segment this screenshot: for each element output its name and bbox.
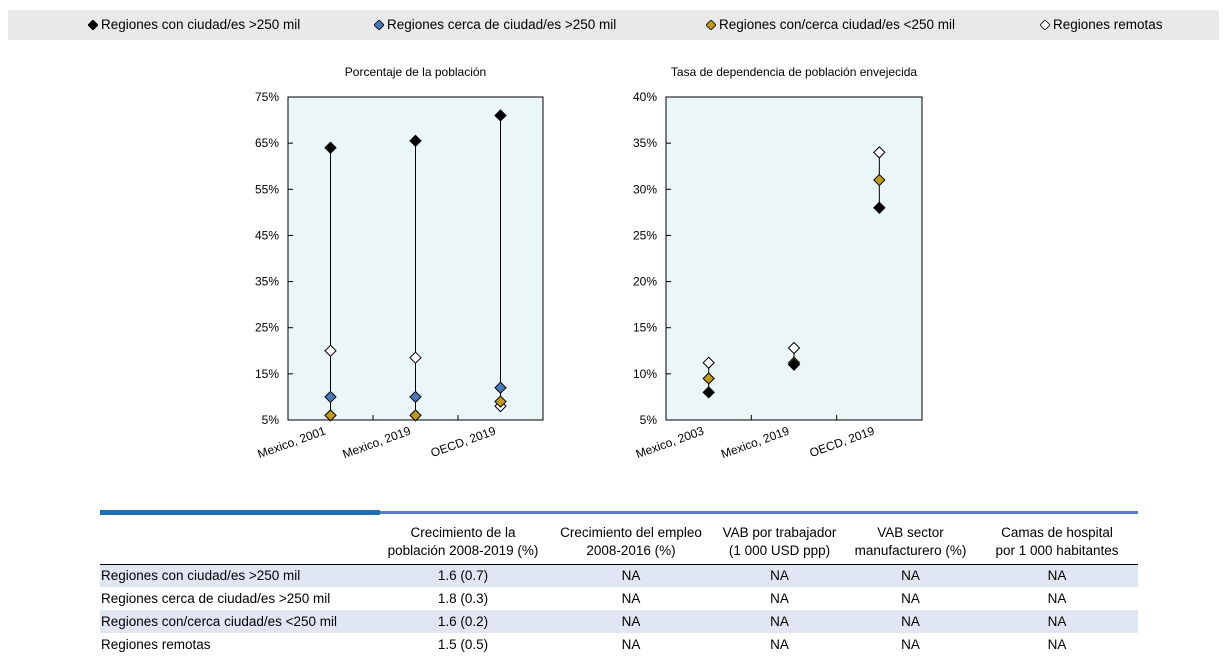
- y-tick-label: 20%: [633, 275, 657, 289]
- y-tick-label: 30%: [633, 182, 657, 196]
- y-tick-label: 35%: [633, 136, 657, 150]
- x-tick-label: OECD, 2019: [808, 424, 877, 461]
- legend-label: Regiones remotas: [1053, 17, 1163, 32]
- legend-item-small-city: Regiones con/cerca ciudad/es <250 mil: [706, 17, 955, 32]
- point-small-city: [702, 372, 715, 385]
- table-header-row: Crecimiento de la población 2008-2019 (%)…: [100, 510, 1138, 564]
- point-remote: [873, 146, 886, 159]
- y-tick-label: 15%: [255, 367, 279, 381]
- y-tick-label: 25%: [633, 228, 657, 242]
- legend-item-remote: Regiones remotas: [1040, 17, 1163, 32]
- y-tick-label: 10%: [633, 367, 657, 381]
- table-header: VAB sector manufacturero (%): [854, 525, 967, 558]
- population-share-chart: Porcentaje de la población 5% 15% 25% 35% 45%…: [255, 65, 544, 461]
- diamond-icon: [1040, 20, 1050, 30]
- legend: Regiones con ciudad/es >250 mil Regiones…: [8, 10, 1219, 40]
- point-small-city: [409, 409, 422, 422]
- y-tick-label: 45%: [255, 228, 279, 242]
- diamond-icon: [706, 20, 716, 30]
- point-large-city: [494, 109, 507, 122]
- y-tick-label: 35%: [255, 275, 279, 289]
- point-large-city: [409, 134, 422, 148]
- legend-label: Regiones con ciudad/es >250 mil: [101, 17, 301, 32]
- chart-title: Tasa de dependencia de población envejec…: [671, 65, 918, 79]
- point-large-city: [702, 386, 715, 399]
- point-remote: [324, 344, 337, 357]
- table-row: Regiones con ciudad/es >250 mil 1.6 (0.7)…: [100, 564, 1138, 587]
- legend-item-near-city: Regiones cerca de ciudad/es >250 mil: [374, 17, 616, 32]
- table-header: Crecimiento del empleo 2008-2016 (%): [560, 525, 702, 558]
- point-large-city: [787, 358, 801, 371]
- point-small-city: [494, 395, 507, 408]
- x-tick-label: Mexico, 2003: [634, 424, 706, 462]
- table-top-rule: [100, 510, 1138, 515]
- y-tick-label: 40%: [633, 90, 657, 104]
- y-tick-label: 65%: [255, 136, 279, 150]
- legend-label: Regiones con/cerca ciudad/es <250 mil: [719, 17, 956, 32]
- y-tick-label: 5%: [262, 413, 280, 427]
- regional-indicators-table: Crecimiento de la población 2008-2019 (%)…: [100, 510, 1138, 656]
- old-age-dependency-chart: Tasa de dependencia de población envejec…: [633, 65, 923, 462]
- x-tick-label: Mexico, 2019: [719, 424, 791, 462]
- table-header: Crecimiento de la población 2008-2019 (%): [387, 525, 539, 558]
- legend-label: Regiones cerca de ciudad/es >250 mil: [387, 17, 617, 32]
- point-remote: [787, 341, 801, 355]
- point-small-city: [873, 173, 886, 187]
- point-large-city: [873, 201, 886, 214]
- y-tick-label: 25%: [255, 321, 279, 335]
- diamond-icon: [374, 20, 384, 30]
- table-header-rule: [100, 564, 1138, 565]
- point-near-city: [494, 381, 507, 394]
- table-header: Camas de hospital por 1 000 habitantes: [995, 525, 1119, 558]
- point-large-city: [324, 141, 337, 154]
- legend-item-large-city: Regiones con ciudad/es >250 mil: [88, 17, 300, 32]
- plot-area: [665, 96, 923, 421]
- point-near-city: [409, 390, 422, 404]
- chart-title: Porcentaje de la población: [345, 65, 486, 79]
- table-header-blank: [100, 510, 378, 564]
- diamond-icon: [88, 20, 98, 30]
- table-row: Regiones cerca de ciudad/es >250 mil 1.8 …: [101, 591, 1067, 606]
- table-row: Regiones con/cerca ciudad/es <250 mil 1.6…: [100, 610, 1138, 633]
- point-remote: [409, 351, 422, 364]
- point-near-city: [324, 390, 337, 404]
- y-tick-label: 55%: [255, 182, 279, 196]
- y-tick-label: 15%: [633, 321, 657, 335]
- y-tick-label: 5%: [640, 413, 658, 427]
- table-header: VAB por trabajador (1 000 USD ppp): [722, 525, 837, 558]
- table-row: Regiones remotas 1.5 (0.5) NA NA NA NA: [101, 637, 1067, 652]
- point-small-city: [324, 409, 337, 422]
- point-remote: [702, 356, 715, 369]
- y-tick-label: 75%: [255, 90, 279, 104]
